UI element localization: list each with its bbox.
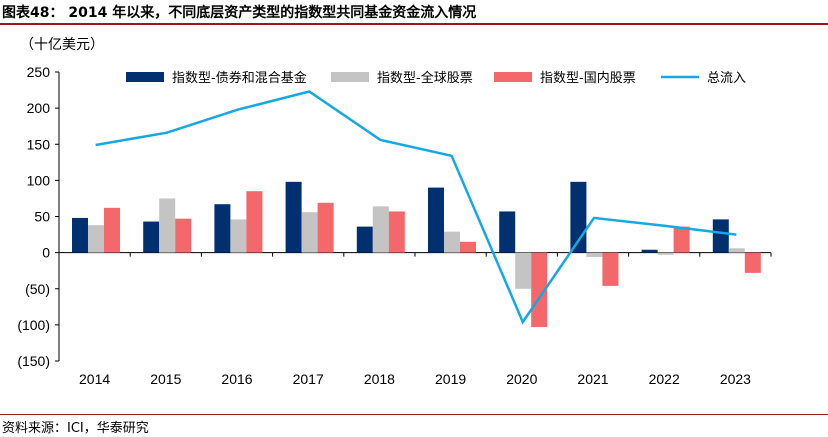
y-tick-label: (100) [17, 317, 50, 333]
bar-2018-2 [388, 211, 405, 253]
bar-2017-2 [317, 202, 334, 253]
bar-2016-2 [246, 191, 263, 253]
legend-label-1: 指数型-全球股票 [377, 70, 473, 86]
y-tick-label: 250 [27, 64, 51, 80]
legend-swatch-2 [494, 72, 532, 82]
y-tick-label: (150) [17, 353, 50, 369]
bar-2022-0 [641, 249, 658, 253]
source-divider [0, 414, 828, 415]
y-tick-label: 150 [27, 136, 51, 152]
bar-2021-1 [586, 252, 603, 257]
title-divider [0, 23, 828, 25]
x-tick-label: 2016 [221, 371, 252, 387]
bar-2023-0 [712, 219, 729, 253]
x-tick-label: 2015 [150, 371, 181, 387]
bar-2020-1 [515, 252, 532, 289]
bar-2017-0 [285, 181, 302, 253]
chart-title: 图表48： 2014 年以来，不同底层资产类型的指数型共同基金资金流入情况 [2, 5, 477, 21]
y-tick-label: 50 [34, 209, 50, 225]
bar-2015-2 [175, 218, 192, 253]
legend-label-0: 指数型-债券和混合基金 [172, 70, 307, 86]
bar-2019-1 [444, 231, 460, 253]
y-tick-label: (50) [25, 281, 50, 297]
bar-2022-2 [673, 226, 690, 253]
x-tick-label: 2021 [577, 371, 608, 387]
bar-2020-0 [499, 211, 516, 253]
bar-2019-0 [428, 187, 444, 253]
bar-2018-0 [356, 226, 373, 253]
x-tick-label: 2022 [649, 371, 680, 387]
legend-swatch-0 [126, 72, 164, 82]
y-axis-unit-label: （十亿美元） [20, 37, 104, 53]
bar-2023-2 [744, 252, 761, 273]
bar-2022-1 [657, 252, 674, 255]
total-inflow-line [95, 90, 737, 325]
bar-2016-0 [214, 204, 231, 253]
bar-2016-1 [230, 219, 247, 253]
bar-2014-2 [104, 207, 120, 253]
x-tick-label: 2023 [720, 371, 751, 387]
x-tick-label: 2020 [506, 371, 537, 387]
y-tick-label: 200 [27, 100, 51, 116]
bar-2014-0 [72, 217, 88, 253]
legend-label-3: 总流入 [707, 71, 746, 86]
x-tick-label: 2018 [364, 371, 395, 387]
bar-2021-2 [602, 252, 619, 286]
bar-2020-2 [531, 252, 548, 328]
x-tick-label: 2017 [293, 371, 324, 387]
x-tick-label: 2014 [79, 371, 110, 387]
bar-2015-1 [159, 198, 176, 253]
bar-2014-1 [88, 225, 104, 253]
y-tick-label: 0 [42, 245, 50, 261]
bar-2017-1 [301, 212, 318, 253]
bar-2015-0 [143, 221, 160, 253]
legend-label-2: 指数型-国内股票 [540, 70, 636, 86]
source-note: 资料来源：ICI，华泰研究 [2, 421, 149, 436]
bar-2023-1 [728, 248, 745, 253]
legend-swatch-1 [331, 72, 369, 82]
bar-2018-1 [372, 206, 389, 253]
x-tick-label: 2019 [435, 371, 466, 387]
bar-2019-2 [460, 241, 476, 253]
y-tick-label: 100 [27, 172, 51, 188]
